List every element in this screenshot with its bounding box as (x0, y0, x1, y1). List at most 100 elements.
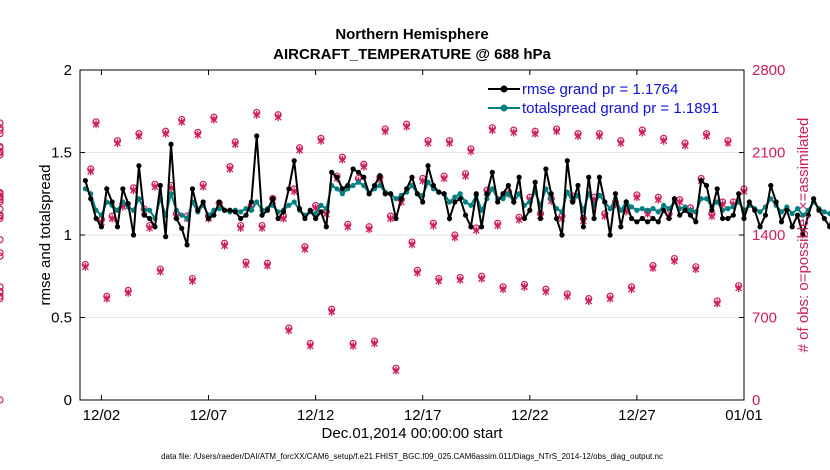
rmse-point (457, 196, 463, 202)
obs-assimilated-point (413, 268, 421, 277)
rmse-point (548, 191, 554, 197)
rmse-point (436, 189, 442, 195)
rmse-point (275, 215, 281, 222)
rmse-point (607, 232, 613, 238)
obs-possible-point (0, 130, 4, 138)
x-tick-label: 01/01 (725, 407, 763, 424)
obs-assimilated-point (585, 297, 593, 305)
rmse-point (120, 186, 126, 192)
rmse-point (714, 186, 720, 192)
legend-spread-marker (500, 104, 508, 112)
rmse-point (618, 224, 624, 230)
obs-assimilated-point (446, 139, 453, 148)
rmse-point (736, 191, 742, 197)
x-tick-label: 12/07 (190, 407, 228, 424)
obs-assimilated-point (670, 256, 678, 265)
spread-point (628, 204, 635, 210)
obs-assimilated-point (713, 299, 721, 308)
obs-assimilated-point (92, 120, 100, 129)
obs-assimilated-point (103, 294, 111, 303)
rmse-point (602, 199, 608, 205)
obs-possible-point (0, 188, 4, 197)
obs-assimilated-point (499, 285, 507, 294)
rmse-point (430, 182, 437, 189)
rmse-point (505, 182, 511, 189)
rmse-point (232, 209, 238, 215)
rmse-point (195, 207, 201, 213)
obs-assimilated-point (456, 275, 464, 284)
chart-title: Northern Hemisphere (335, 26, 488, 43)
rmse-point (307, 207, 313, 213)
rmse-point (473, 191, 479, 197)
obs-assimilated-point (649, 264, 657, 272)
rmse-point (495, 199, 501, 205)
rmse-point (570, 199, 576, 205)
rmse-point (661, 207, 667, 213)
obs-assimilated-point (81, 262, 89, 271)
rmse-point (259, 212, 265, 218)
obs-possible-point (0, 295, 4, 303)
obs-assimilated-point (130, 186, 138, 195)
rmse-point (125, 201, 131, 207)
rmse-point (334, 174, 340, 180)
rmse-point (537, 215, 544, 222)
rmse-point (655, 219, 661, 225)
obs-assimilated-point (135, 132, 143, 140)
y-tick-label-right: 0 (752, 392, 760, 409)
rmse-point (339, 186, 345, 192)
obs-assimilated-point (440, 174, 448, 183)
rmse-point (377, 173, 383, 179)
obs-assimilated-point (542, 287, 550, 296)
rmse-point (238, 215, 244, 222)
rmse-point (152, 224, 158, 230)
rmse-point (382, 191, 388, 197)
obs-assimilated-point (387, 214, 395, 223)
rmse-point (168, 141, 174, 147)
obs-assimilated-point (606, 294, 614, 303)
y-axis-label-right: # of obs: o=possible; ×=assimilated (795, 118, 812, 353)
spread-point (827, 210, 830, 217)
obs-assimilated-point (617, 139, 625, 148)
rmse-point (784, 207, 790, 213)
obs-assimilated-point (392, 366, 400, 375)
spread-point (147, 207, 153, 213)
rmse-point (719, 215, 726, 222)
grid-layer (80, 152, 744, 318)
rmse-point (698, 177, 704, 184)
spread-point (479, 207, 485, 213)
obs-assimilated-point (520, 282, 528, 291)
rmse-point (586, 174, 592, 180)
obs-assimilated-point (708, 212, 716, 221)
rmse-point (211, 212, 217, 218)
y-tick-label-left: 0 (64, 392, 72, 409)
spread-point (661, 202, 667, 208)
rmse-point (591, 215, 597, 222)
x-tick-label: 12/27 (618, 407, 656, 424)
rmse-point (752, 207, 758, 213)
rmse-point (136, 163, 142, 169)
rmse-point (693, 219, 699, 225)
obs-assimilated-point (301, 245, 309, 254)
obs-assimilated-point (735, 284, 743, 293)
obs-assimilated-point (349, 341, 357, 350)
spread-point (286, 202, 292, 208)
obs-possible-point (0, 396, 4, 404)
rmse-point (88, 196, 94, 202)
rmse-point (163, 234, 169, 240)
rmse-point (462, 212, 469, 218)
rmse-point (184, 242, 190, 248)
obs-assimilated-point (156, 267, 164, 276)
rmse-point (366, 191, 372, 197)
obs-assimilated-point (660, 136, 668, 145)
y-ticks-left: 0 0.5 1 1.5 2 (51, 62, 85, 409)
obs-assimilated-point (296, 146, 304, 155)
rmse-point (762, 212, 769, 218)
rmse-point (323, 224, 329, 230)
obs-assimilated-point (462, 172, 470, 181)
rmse-point (773, 199, 779, 205)
y-tick-label-right: 1400 (752, 227, 785, 244)
rmse-point (634, 219, 640, 225)
rmse-point (500, 191, 506, 197)
rmse-point (671, 196, 677, 202)
rmse-point (639, 215, 645, 222)
